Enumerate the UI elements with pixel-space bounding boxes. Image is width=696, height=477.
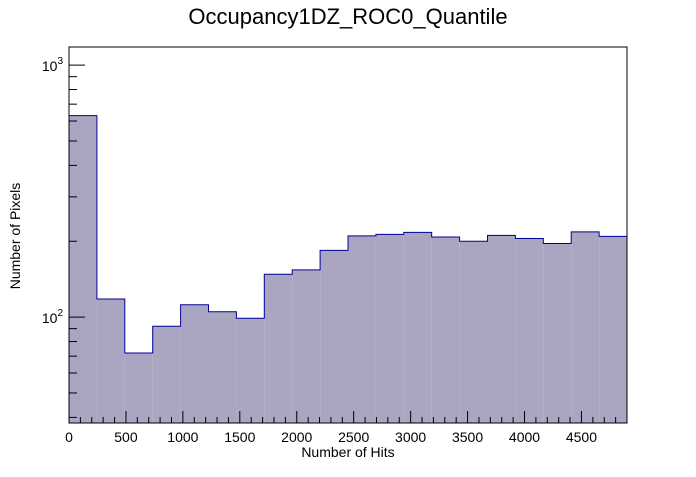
histogram-bar: [208, 311, 237, 423]
x-tick-label: 2000: [281, 429, 312, 445]
histogram-bar: [459, 241, 488, 423]
x-axis-label: Number of Hits: [301, 444, 394, 460]
bars-layer: [69, 115, 627, 424]
histogram-bar: [599, 236, 627, 423]
histogram-bar: [180, 304, 209, 423]
histogram-bar: [69, 115, 97, 424]
chart-title: Occupancy1DZ_ROC0_Quantile: [188, 4, 507, 29]
y-axis-label: Number of Pixels: [7, 183, 23, 290]
x-tick-label: 1000: [167, 429, 198, 445]
histogram-bar: [292, 269, 321, 423]
x-tick-label: 4500: [566, 429, 597, 445]
histogram-outline: [68, 115, 627, 423]
histogram-bar: [320, 250, 348, 423]
histogram-bar: [403, 232, 432, 423]
x-tick-label: 3500: [452, 429, 483, 445]
histogram-bar: [375, 234, 404, 423]
histogram-bar: [571, 231, 600, 423]
x-tick-label: 500: [114, 429, 138, 445]
histogram-bar: [264, 274, 293, 423]
plot-frame: [68, 46, 628, 424]
x-axis: 0 500 1000 1500 2000 2500 3000 3500 4000 4500: [65, 411, 628, 445]
x-tick-label: 0: [65, 429, 73, 445]
histogram-bar: [152, 326, 181, 423]
histogram-bar: [515, 238, 544, 423]
y-tick-label: 103: [42, 56, 64, 74]
histogram-bar: [487, 235, 516, 423]
y-axis: 102 103: [42, 56, 85, 418]
histogram-bar: [348, 235, 376, 423]
x-tick-label: 4000: [509, 429, 540, 445]
histogram-bar: [124, 353, 153, 423]
x-tick-label: 1500: [224, 429, 255, 445]
histogram-bar: [431, 236, 460, 423]
x-tick-label: 3000: [395, 429, 426, 445]
y-tick-label: 102: [42, 308, 64, 326]
x-tick-label: 2500: [338, 429, 369, 445]
histogram-bar: [96, 298, 125, 423]
histogram-bar: [236, 318, 265, 423]
histogram-bar: [543, 243, 572, 423]
